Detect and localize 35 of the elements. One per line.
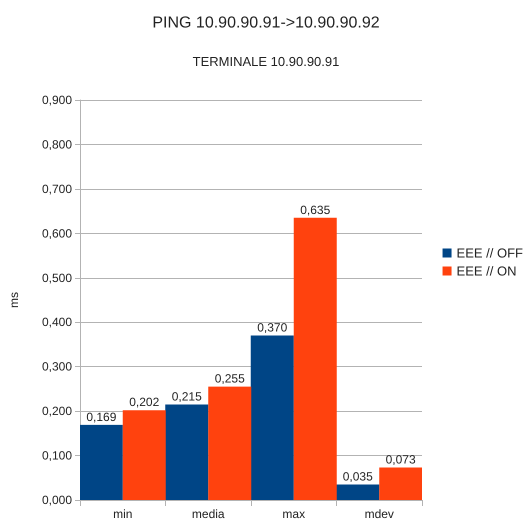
bar xyxy=(165,404,208,500)
x-tick-label: min xyxy=(113,507,132,521)
y-tick-label: 0,100 xyxy=(42,448,72,463)
y-tick-label: 0,900 xyxy=(42,93,72,107)
y-tick-label: 0,000 xyxy=(42,493,72,507)
legend-label: EEE // OFF xyxy=(456,246,524,260)
x-tick-label: mdev xyxy=(364,507,394,521)
data-label: 0,202 xyxy=(129,395,160,410)
chart-subtitle: TERMINALE 10.90.90.91 xyxy=(192,54,340,69)
y-axis-title: ms xyxy=(7,292,21,308)
y-tick-label: 0,800 xyxy=(42,137,72,152)
legend-label: EEE // ON xyxy=(456,264,517,278)
bar xyxy=(294,218,337,500)
bar xyxy=(80,424,123,500)
data-label: 0,169 xyxy=(86,410,117,424)
data-label: 0,255 xyxy=(214,372,246,386)
data-label: 0,370 xyxy=(257,320,288,335)
bar xyxy=(208,386,252,500)
y-tick-label: 0,400 xyxy=(42,315,72,330)
y-tick-label: 0,300 xyxy=(42,360,72,374)
data-label: 0,215 xyxy=(172,389,202,404)
bar xyxy=(336,484,380,500)
x-tick-label: max xyxy=(282,507,306,521)
data-label: 0,035 xyxy=(342,469,374,484)
y-tick-label: 0,200 xyxy=(42,404,72,418)
y-tick-label: 0,500 xyxy=(42,270,72,285)
data-label: 0,635 xyxy=(300,202,331,217)
bar xyxy=(379,468,422,500)
chart-title: PING 10.90.90.91->10.90.90.92 xyxy=(152,14,380,32)
y-tick-label: 0,700 xyxy=(42,182,72,196)
data-label: 0,073 xyxy=(386,452,416,467)
bar xyxy=(250,336,294,500)
y-tick-label: 0,600 xyxy=(42,226,72,240)
x-tick-label: media xyxy=(192,507,225,521)
bar xyxy=(122,410,166,500)
